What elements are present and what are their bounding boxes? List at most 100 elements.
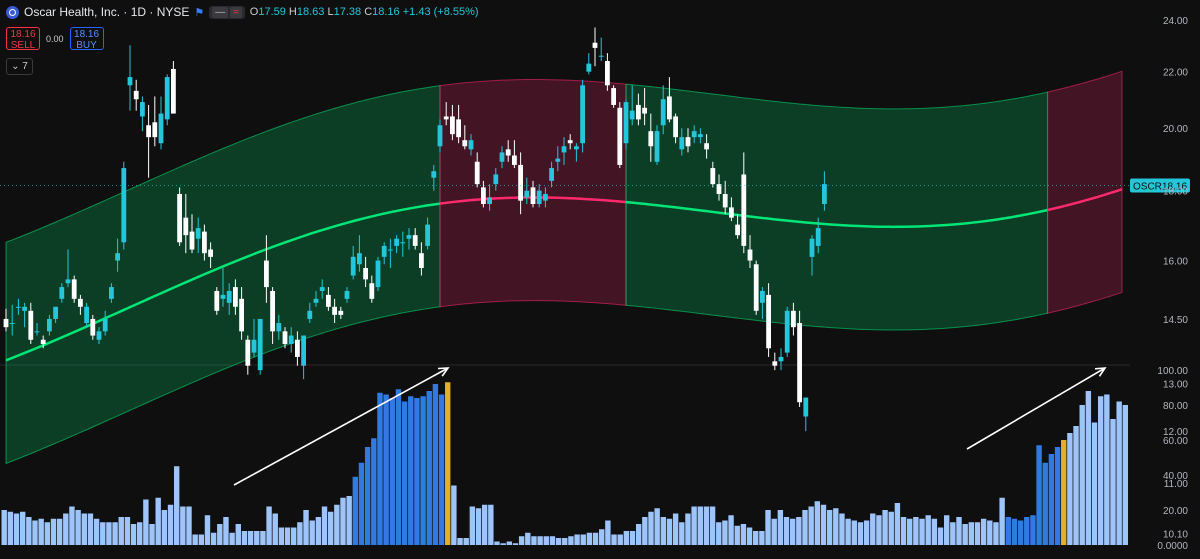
volume-tick: 60.00 [1163, 436, 1188, 447]
candle [691, 131, 697, 138]
volume-bar [1110, 419, 1116, 545]
candle [791, 310, 796, 328]
volume-bar [870, 513, 876, 545]
candle [431, 171, 437, 178]
candle [468, 140, 474, 150]
buy-button[interactable]: 18.16 BUY [69, 27, 104, 51]
price-tick: 10.10 [1163, 529, 1188, 540]
candle [28, 310, 34, 340]
candle [121, 168, 127, 243]
volume-bar [1042, 462, 1048, 545]
volume-bar [518, 536, 525, 545]
indicator-toggle[interactable]: — ≈ [209, 5, 245, 19]
volume-bar [943, 515, 950, 545]
volume-bar [408, 396, 414, 545]
volume-tick: 100.00 [1157, 366, 1188, 377]
candle [673, 116, 678, 138]
volume-tick: 40.00 [1163, 471, 1188, 482]
volume-bar [426, 391, 432, 545]
volume-bar [500, 543, 506, 545]
candle [295, 339, 300, 357]
volume-bar [1116, 401, 1122, 545]
volume-bar [531, 536, 537, 545]
volume-bar [44, 522, 51, 545]
price-tick: 18.00 [1163, 187, 1188, 198]
volume-bar [229, 532, 235, 545]
volume-bar [605, 520, 611, 545]
candle [127, 77, 133, 86]
candle [766, 294, 771, 349]
volume-bar [980, 518, 987, 545]
candle [140, 102, 145, 117]
volume-bar [137, 522, 143, 545]
volume-bar [93, 518, 100, 545]
candle [642, 107, 647, 114]
volume-bar [623, 531, 630, 545]
candle [654, 131, 660, 162]
candle [53, 306, 58, 319]
volume-bar [266, 506, 272, 545]
candle [524, 190, 530, 198]
volume-bar [1017, 520, 1024, 545]
candle [226, 290, 232, 303]
candle [369, 283, 375, 299]
volume-bar [1, 510, 7, 545]
volume-bar [81, 513, 87, 545]
sell-button[interactable]: 18.16 SELL [6, 27, 40, 51]
candle [487, 197, 492, 205]
volume-bar [506, 541, 513, 545]
volume-bar [155, 497, 161, 545]
volume-bar [783, 517, 790, 545]
trend-arrow-head [437, 367, 450, 377]
volume-bar [13, 513, 20, 545]
candle [586, 63, 592, 72]
price-tick: 14.50 [1163, 315, 1188, 326]
collapse-indicators-button[interactable]: ⌄ 7 [6, 58, 33, 75]
volume-bar [919, 518, 925, 545]
volume-bar [1104, 394, 1110, 545]
channel-midline [1047, 188, 1123, 212]
trend-arrow [966, 367, 1106, 450]
approx-icon[interactable]: ≈ [230, 6, 242, 18]
volume-bar [149, 524, 155, 545]
volume-bar [611, 534, 617, 545]
candle [109, 287, 114, 299]
volume-bar [580, 534, 586, 545]
volume-bar [475, 508, 482, 545]
minus-icon[interactable]: — [212, 6, 229, 18]
volume-tick: 20.00 [1163, 506, 1188, 517]
candle [344, 290, 350, 299]
volume-bar [420, 396, 426, 545]
volume-bar [143, 499, 149, 545]
volume-bar [1061, 440, 1067, 545]
volume-bar [543, 536, 549, 545]
symbol-title[interactable]: Oscar Health, Inc. · 1D · NYSE [24, 5, 190, 19]
candle [648, 131, 654, 147]
volume-bar [697, 506, 703, 545]
volume-bar [913, 517, 919, 545]
candle [667, 96, 672, 120]
candle [102, 318, 108, 332]
candle [493, 174, 499, 185]
candle [512, 155, 517, 165]
volume-bar [863, 520, 870, 545]
volume-bar [796, 517, 802, 545]
candle [357, 253, 362, 265]
candle [474, 161, 480, 185]
candle [760, 290, 765, 303]
volume-bar [1024, 517, 1030, 545]
candle [381, 245, 387, 257]
candle [729, 207, 734, 218]
candle [555, 158, 561, 162]
volume-bar [50, 518, 57, 545]
volume-bar [235, 524, 241, 545]
price-tick: 20.00 [1163, 124, 1188, 135]
candle [239, 298, 244, 332]
volume-bar [284, 527, 291, 545]
volume-bar [118, 517, 124, 545]
volume-bar [562, 538, 568, 545]
flag-icon[interactable]: ⚑ [194, 6, 205, 19]
channel-midline [625, 200, 1048, 229]
volume-bar [549, 536, 556, 545]
